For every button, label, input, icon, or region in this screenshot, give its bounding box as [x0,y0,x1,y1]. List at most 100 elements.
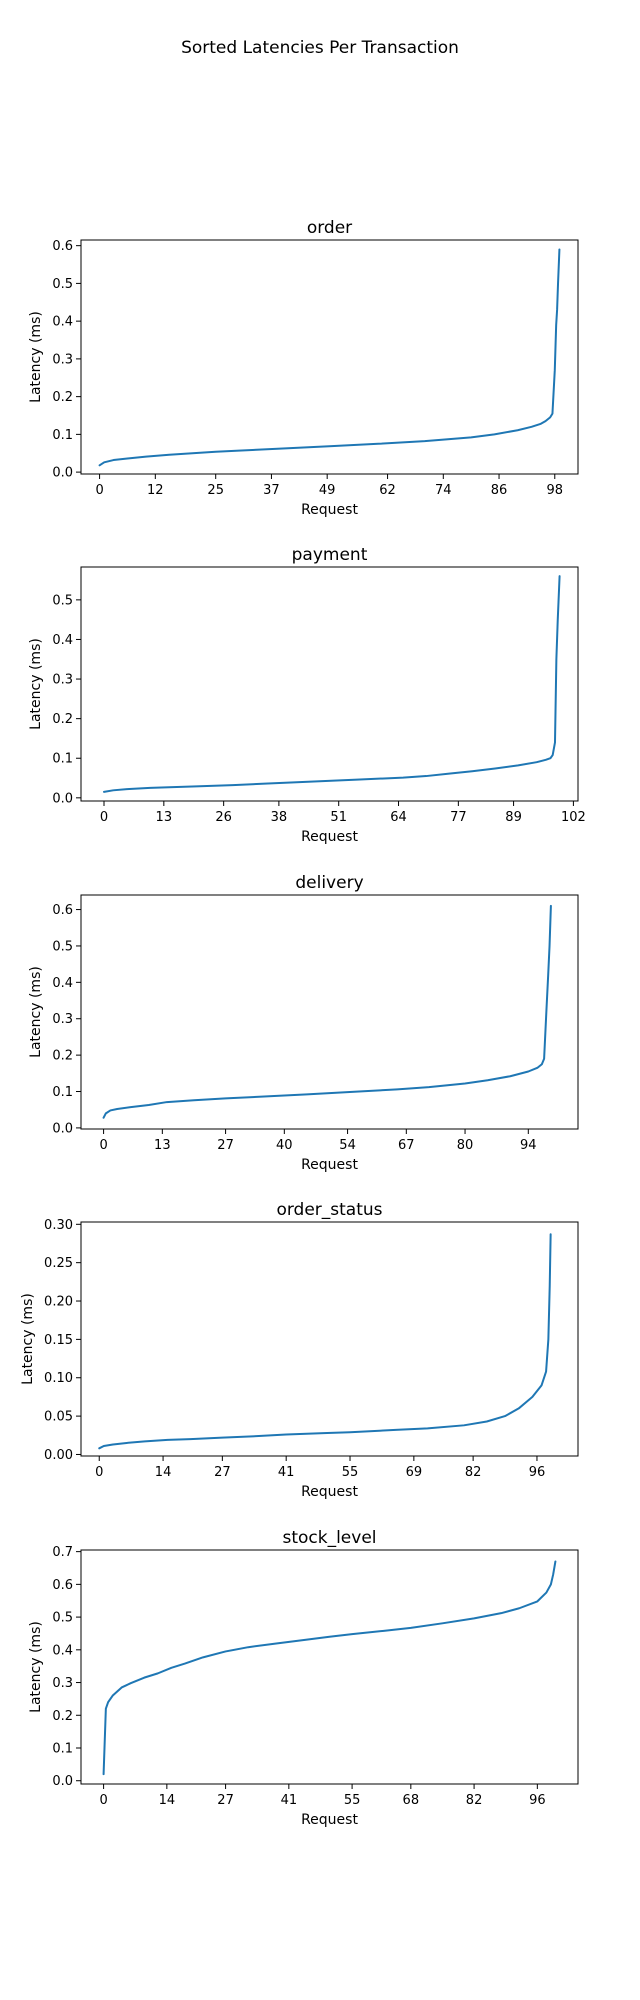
x-tick-label: 27 [214,1465,231,1480]
y-tick-label: 0.6 [52,239,73,254]
y-tick-label: 0.5 [52,277,73,292]
y-tick-label: 0.1 [52,1742,73,1757]
x-tick-label: 67 [398,1138,415,1153]
y-tick-label: 0.3 [52,352,73,367]
series-line [98,248,561,467]
x-axis-label: Request [301,1812,358,1828]
y-tick-label: 0.3 [52,1676,73,1691]
plot-frame [80,566,579,802]
series-line [103,575,561,793]
x-tick-label: 51 [330,810,347,825]
chart-title: stock_level [282,1528,376,1548]
x-tick-label: 82 [465,1465,482,1480]
y-tick-label: 0.4 [52,315,73,330]
chart-payment: payment 0 13 26 38 51 64 77 89 102 0.0 0.1 0.2 0.3 0.4… [28,545,586,845]
y-tick-label: 0.20 [44,1295,73,1310]
x-tick-label: 0 [100,810,108,825]
x-tick-label: 69 [406,1465,423,1480]
y-axis-label: Latency (ms) [28,966,44,1058]
x-tick-label: 0 [95,1465,103,1480]
y-tick-label: 0.2 [52,390,73,405]
chart-order: order 0 12 25 37 49 62 74 86 98 0.0 0.1 0.2 0.3 0.4 0.5… [28,218,579,518]
x-tick-label: 41 [278,1465,295,1480]
x-tick-label: 38 [271,810,288,825]
y-tick-label: 0.05 [44,1410,73,1425]
x-tick-label: 37 [263,483,280,498]
y-axis-label: Latency (ms) [28,311,44,403]
y-tick-label: 0.0 [52,791,73,806]
y-tick-label: 0.4 [52,1643,73,1658]
x-tick-label: 62 [379,483,396,498]
plot-frame [80,239,579,475]
x-tick-label: 102 [561,810,586,825]
y-tick-label: 0.15 [44,1333,73,1348]
x-axis-label: Request [301,1484,358,1500]
y-tick-label: 0.6 [52,903,73,918]
y-tick-label: 0.5 [52,593,73,608]
chart-delivery: delivery 0 13 27 40 54 67 80 94 0.0 0.1 0.2 0.3 0.4 0.… [28,873,579,1173]
y-tick-label: 0.25 [44,1256,73,1271]
chart-title: delivery [295,873,363,893]
x-tick-label: 26 [215,810,232,825]
chart-stock-level: stock_level 0 14 27 41 55 68 82 96 0.0 0.1 0.2 0.3 0.… [28,1528,579,1828]
x-tick-label: 12 [147,483,164,498]
y-tick-label: 0.3 [52,673,73,688]
y-tick-label: 0.0 [52,466,73,481]
x-tick-label: 13 [156,810,173,825]
x-tick-label: 96 [529,1793,546,1808]
x-tick-label: 41 [281,1793,298,1808]
x-axis-label: Request [301,829,358,845]
y-tick-label: 0.2 [52,1709,73,1724]
plot-frame [80,1221,579,1457]
chart-order-status: order_status 0 14 27 41 55 69 82 96 0.00 0.05 0.10 0… [20,1200,579,1500]
x-tick-label: 89 [505,810,522,825]
x-tick-label: 25 [207,483,224,498]
chart-title: order [307,218,352,238]
y-tick-label: 0.1 [52,752,73,767]
chart-title: payment [292,545,368,565]
plot-frame [80,894,579,1130]
y-tick-label: 0.10 [44,1371,73,1386]
y-tick-label: 0.4 [52,976,73,991]
y-tick-label: 0.0 [52,1121,73,1136]
x-tick-label: 55 [342,1465,359,1480]
x-tick-label: 74 [435,483,452,498]
series-line [102,904,552,1119]
y-axis-label: Latency (ms) [28,1621,44,1713]
chart-title: order_status [276,1200,382,1220]
y-tick-label: 0.2 [52,712,73,727]
y-tick-label: 0.30 [44,1218,73,1233]
y-tick-label: 0.5 [52,939,73,954]
x-tick-label: 49 [319,483,336,498]
y-tick-label: 0.00 [44,1448,73,1463]
x-tick-label: 40 [276,1138,293,1153]
x-tick-label: 77 [450,810,467,825]
x-axis-label: Request [301,1157,358,1173]
x-tick-label: 0 [99,1793,107,1808]
x-tick-label: 55 [344,1793,361,1808]
x-tick-label: 0 [99,1138,107,1153]
x-axis-label: Request [301,502,358,518]
x-tick-label: 68 [403,1793,420,1808]
x-tick-label: 98 [547,483,564,498]
y-tick-label: 0.1 [52,1085,73,1100]
y-axis-label: Latency (ms) [20,1293,36,1385]
x-tick-label: 14 [155,1465,172,1480]
x-tick-label: 14 [159,1793,176,1808]
y-tick-label: 0.7 [52,1545,73,1560]
series-line [98,1233,552,1450]
x-tick-label: 27 [217,1793,234,1808]
y-tick-label: 0.3 [52,1012,73,1027]
x-tick-label: 54 [339,1138,356,1153]
x-tick-label: 80 [457,1138,474,1153]
y-axis-label: Latency (ms) [28,638,44,730]
x-tick-label: 13 [154,1138,171,1153]
x-tick-label: 82 [466,1793,483,1808]
x-tick-label: 27 [217,1138,234,1153]
y-tick-label: 0.6 [52,1578,73,1593]
y-tick-label: 0.5 [52,1611,73,1626]
series-line [102,1560,557,1776]
x-tick-label: 86 [491,483,508,498]
x-tick-label: 64 [390,810,407,825]
